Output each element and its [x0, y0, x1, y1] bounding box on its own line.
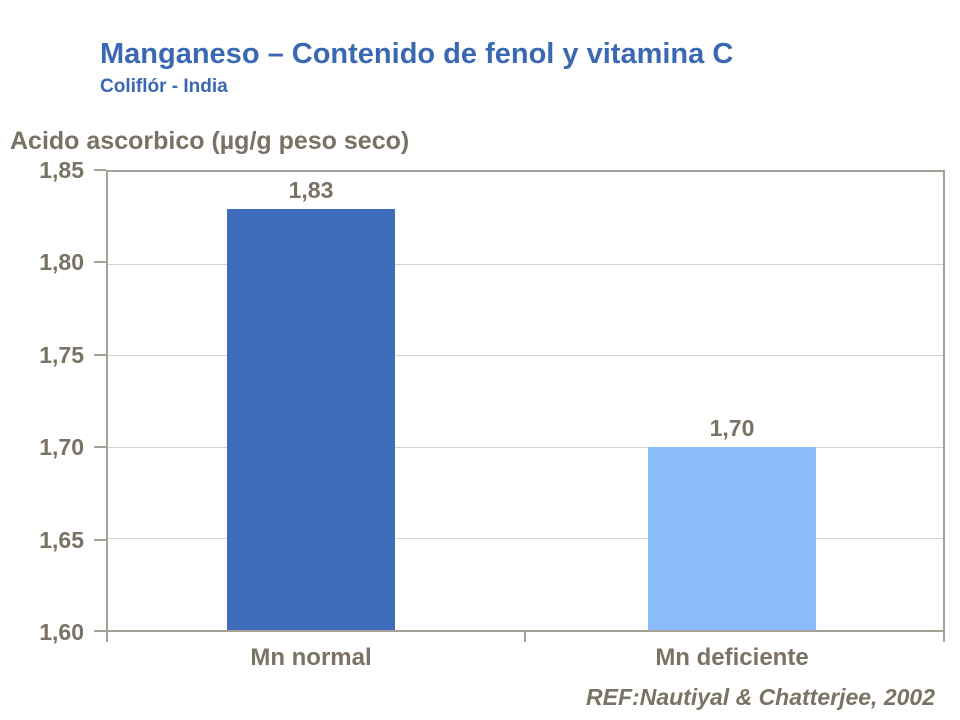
y-tick-mark — [94, 630, 106, 632]
y-tick-mark — [94, 539, 106, 541]
x-category-label-mn-normal: Mn normal — [250, 644, 372, 671]
gridline-1-80 — [108, 263, 943, 265]
y-tick-mark — [94, 354, 106, 356]
y-tick-label-1-65: 1,65 — [39, 527, 84, 553]
x-tick-mark — [943, 632, 945, 642]
y-tick-mark — [94, 446, 106, 448]
bar-mn-normal — [227, 208, 395, 630]
y-tick-label-1-70: 1,70 — [39, 434, 84, 460]
gridline-1-65 — [108, 538, 943, 540]
y-tick-mark — [94, 169, 106, 171]
bar-group-mn-deficiente: 1,70 — [648, 172, 816, 630]
data-label-mn-normal: 1,83 — [288, 176, 334, 203]
y-tick-label-1-85: 1,85 — [39, 157, 84, 183]
slide-title: Manganeso – Contenido de fenol y vitamin… — [100, 38, 734, 70]
bar-mn-deficiente — [648, 446, 816, 630]
slide-subtitle: Coliflór - India — [100, 76, 228, 97]
x-category-label-mn-deficiente: Mn deficiente — [655, 644, 809, 671]
y-tick-mark — [94, 261, 106, 263]
x-tick-mark — [524, 632, 526, 642]
y-tick-label-1-75: 1,75 — [39, 342, 84, 368]
bar-group-mn-normal: 1,83 — [227, 172, 395, 630]
gridline-1-70 — [108, 446, 943, 448]
y-axis-title: Acido ascorbico (µg/g peso seco) — [10, 127, 410, 155]
x-tick-mark — [106, 632, 108, 642]
reference-citation: REF:Nautiyal & Chatterjee, 2002 — [586, 684, 935, 710]
y-tick-label-1-80: 1,80 — [39, 249, 84, 275]
plot-area: 1,83 1,70 — [106, 170, 945, 632]
data-label-mn-deficiente: 1,70 — [709, 414, 755, 441]
gridline-1-75 — [108, 355, 943, 357]
y-tick-label-1-60: 1,60 — [39, 619, 84, 645]
